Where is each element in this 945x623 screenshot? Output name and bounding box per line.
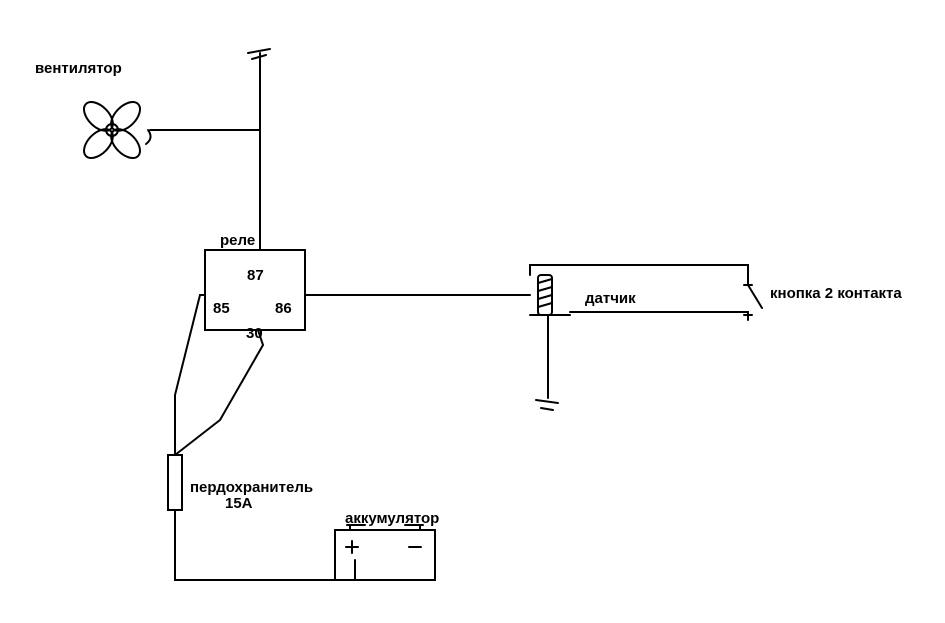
relay-pin-85: 85 bbox=[213, 300, 230, 317]
relay-pin-87: 87 bbox=[247, 267, 264, 284]
label-battery: аккумулятор bbox=[345, 510, 439, 527]
label-sensor: датчик bbox=[585, 290, 636, 307]
label-fuse-line2: 15А bbox=[225, 495, 253, 512]
relay-pin-86: 86 bbox=[275, 300, 292, 317]
label-fan: вентилятор bbox=[35, 60, 122, 77]
relay-pin-30: 30 bbox=[246, 325, 263, 342]
label-relay: реле bbox=[220, 232, 255, 249]
label-button: кнопка 2 контакта bbox=[770, 285, 902, 302]
wiring-svg bbox=[0, 0, 945, 623]
label-fuse-line1: пердохранитель bbox=[190, 479, 313, 496]
diagram-canvas: вентилятор реле датчик кнопка 2 контакта… bbox=[0, 0, 945, 623]
